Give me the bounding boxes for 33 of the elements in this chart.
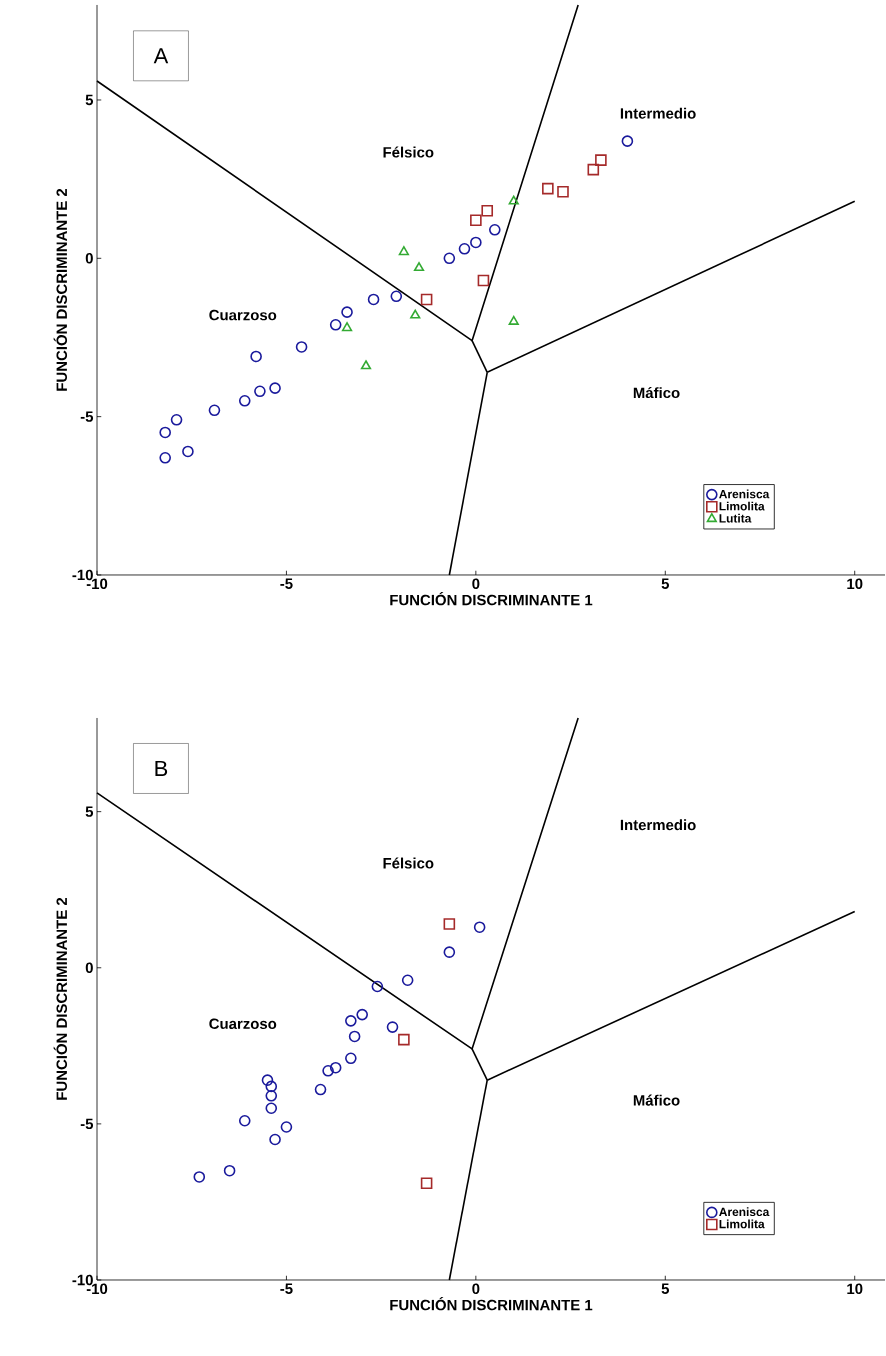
y-axis-title: FUNCIÓN DISCRIMINANTE 2 <box>53 897 68 1100</box>
x-tick-label: 5 <box>661 1283 670 1294</box>
annotation: Máfico <box>633 387 680 399</box>
y-tick-label: 0 <box>85 962 93 974</box>
annotation: Máfico <box>633 1094 680 1106</box>
y-tick-label: -5 <box>80 1118 94 1130</box>
annotation: Cuarzoso <box>209 1018 277 1030</box>
annotation: B <box>155 760 168 777</box>
y-tick-label: 5 <box>85 94 94 106</box>
y-tick-label: 0 <box>85 253 93 264</box>
y-tick-label: -5 <box>80 411 94 422</box>
legend-label: Arenisca <box>719 1207 770 1217</box>
x-tick-label: 5 <box>661 578 670 589</box>
annotation: Intermedio <box>620 107 696 119</box>
x-tick-label: 0 <box>472 1283 480 1295</box>
annotation: Intermedio <box>620 819 696 831</box>
annotation: A <box>153 48 169 64</box>
x-axis-title: FUNCIÓN DISCRIMINANTE 1 <box>390 591 593 606</box>
y-axis-title: FUNCIÓN DISCRIMINANTE 2 <box>53 188 68 391</box>
x-tick-label: -5 <box>280 1283 293 1294</box>
x-tick-label: 0 <box>472 578 480 590</box>
x-tick-label: 10 <box>847 1283 863 1295</box>
y-tick-label: 5 <box>85 806 94 817</box>
x-axis-title: FUNCIÓN DISCRIMINANTE 1 <box>390 1296 593 1311</box>
annotation: Cuarzoso <box>209 309 277 321</box>
legend-label: Arenisca <box>719 489 770 499</box>
legend-label: Lutita <box>719 513 752 523</box>
annotation: Félsico <box>383 146 434 158</box>
x-tick-label: 10 <box>847 578 863 590</box>
legend-label: Limolita <box>719 501 765 511</box>
annotation: Félsico <box>383 857 434 869</box>
legend-label: Limolita <box>719 1219 765 1229</box>
x-tick-label: -5 <box>280 578 293 589</box>
